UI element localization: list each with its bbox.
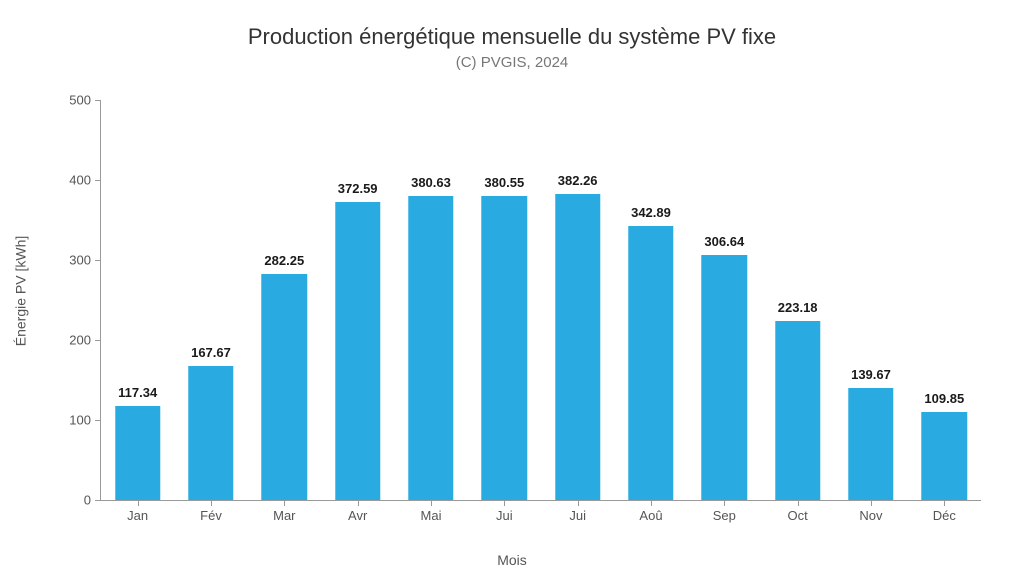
bar-slot: 380.55Jui — [468, 100, 541, 500]
y-tick-label: 100 — [55, 413, 91, 428]
bar-value-label: 139.67 — [851, 367, 891, 382]
bar — [775, 321, 820, 500]
bar — [922, 412, 967, 500]
x-tick-mark — [871, 500, 872, 506]
x-tick-label: Fév — [200, 508, 222, 523]
x-tick-label: Sep — [713, 508, 736, 523]
x-tick-label: Déc — [933, 508, 956, 523]
x-tick-mark — [798, 500, 799, 506]
x-tick-mark — [284, 500, 285, 506]
bar-value-label: 282.25 — [264, 253, 304, 268]
bar-slot: 167.67Fév — [174, 100, 247, 500]
x-tick-label: Mai — [421, 508, 442, 523]
bar — [188, 366, 233, 500]
chart-subtitle: (C) PVGIS, 2024 — [0, 54, 1024, 71]
x-tick-label: Jan — [127, 508, 148, 523]
bar-slot: 282.25Mar — [248, 100, 321, 500]
bar — [115, 406, 160, 500]
x-tick-label: Nov — [859, 508, 882, 523]
bar-value-label: 342.89 — [631, 205, 671, 220]
x-tick-label: Aoû — [639, 508, 662, 523]
y-axis-label: Énergie PV [kWh] — [10, 0, 30, 582]
bar — [262, 274, 307, 500]
x-tick-mark — [578, 500, 579, 506]
bar — [335, 202, 380, 500]
x-axis-label: Mois — [0, 552, 1024, 568]
bar-slot: 109.85Déc — [908, 100, 981, 500]
x-tick-mark — [504, 500, 505, 506]
x-tick-mark — [724, 500, 725, 506]
y-tick-label: 300 — [55, 253, 91, 268]
bar-value-label: 117.34 — [118, 385, 157, 400]
bar — [555, 194, 600, 500]
bar-value-label: 223.18 — [778, 300, 818, 315]
bar-value-label: 167.67 — [191, 345, 231, 360]
bar-value-label: 109.85 — [924, 391, 964, 406]
bar-slot: 139.67Nov — [834, 100, 907, 500]
x-tick-mark — [211, 500, 212, 506]
y-tick-label: 500 — [55, 93, 91, 108]
x-tick-label: Mar — [273, 508, 295, 523]
bar — [848, 388, 893, 500]
bar — [702, 255, 747, 500]
x-tick-mark — [944, 500, 945, 506]
bar — [408, 196, 453, 501]
bar-value-label: 380.63 — [411, 175, 451, 190]
bar-slot: 117.34Jan — [101, 100, 174, 500]
x-tick-label: Oct — [788, 508, 808, 523]
x-tick-mark — [431, 500, 432, 506]
bar-slot: 372.59Avr — [321, 100, 394, 500]
bar-value-label: 306.64 — [704, 234, 744, 249]
bar-value-label: 382.26 — [558, 173, 598, 188]
x-tick-label: Jui — [496, 508, 513, 523]
pv-energy-chart: Production énergétique mensuelle du syst… — [0, 0, 1024, 582]
y-tick-label: 200 — [55, 333, 91, 348]
bar-slot: 223.18Oct — [761, 100, 834, 500]
bar — [482, 196, 527, 500]
bar-slot: 382.26Jui — [541, 100, 614, 500]
x-tick-label: Avr — [348, 508, 367, 523]
bar-value-label: 380.55 — [484, 175, 524, 190]
x-tick-mark — [358, 500, 359, 506]
bar — [628, 226, 673, 500]
x-tick-mark — [138, 500, 139, 506]
y-tick-label: 0 — [55, 493, 91, 508]
y-tick-label: 400 — [55, 173, 91, 188]
bar-slot: 380.63Mai — [394, 100, 467, 500]
bar-slot: 342.89Aoû — [614, 100, 687, 500]
bar-value-label: 372.59 — [338, 181, 378, 196]
bar-slot: 306.64Sep — [688, 100, 761, 500]
x-tick-label: Jui — [569, 508, 586, 523]
x-tick-mark — [651, 500, 652, 506]
chart-title: Production énergétique mensuelle du syst… — [0, 24, 1024, 50]
plot-area: 0100200300400500117.34Jan167.67Fév282.25… — [100, 100, 981, 501]
